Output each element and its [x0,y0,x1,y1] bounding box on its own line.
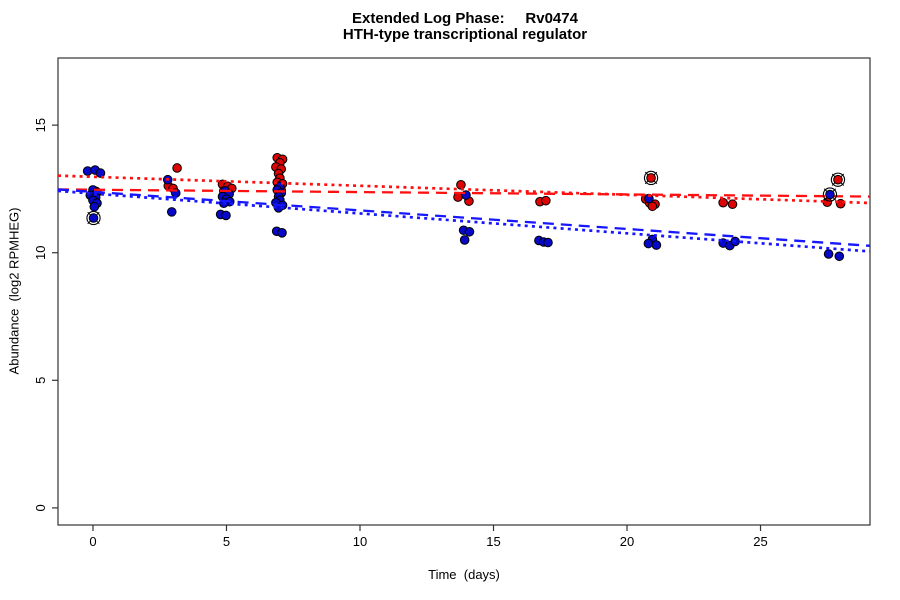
y-tick-label: 5 [33,377,48,384]
chart-title-line1: Extended Log Phase: Rv0474 [352,10,578,27]
chart-title: Extended Log Phase: Rv0474 HTH-type tran… [30,11,900,43]
x-tick-label: 10 [353,534,367,549]
blue-condition-point [89,201,100,212]
x-tick-label: 25 [753,534,767,549]
red-condition-point [541,195,551,206]
y-tick-label: 15 [33,118,48,132]
blue-condition-point [543,237,553,248]
x-axis-label: Time (days) [428,567,500,582]
blue-condition-trend-dashed [57,188,871,247]
x-tick-label: 0 [89,534,96,549]
red-condition-trend-dotted [57,174,871,205]
blue-condition-outlier-ring [822,187,838,202]
red-condition-outlier-ring [830,172,846,187]
blue-condition-outlier-point [825,189,835,200]
blue-condition-point [95,168,106,178]
red-condition-point [647,201,658,212]
blue-condition-point [651,240,662,250]
blue-condition-point [834,251,845,262]
blue-condition-point [221,210,231,221]
blue-condition-point [277,228,287,238]
x-tick-label: 5 [223,534,230,549]
y-tick-label: 0 [33,504,48,511]
blue-condition-point [823,249,834,259]
blue-condition-point [464,226,475,237]
blue-condition-point [166,207,177,217]
red-condition-outlier-ring [643,170,659,186]
chart-title-line2: HTH-type transcriptional regulator [342,26,588,43]
y-axis-label: Abundance (log2 RPMHEG) [6,207,22,375]
x-tick-label: 20 [620,534,634,549]
plot-box [57,57,871,526]
red-condition-trend-dashed [57,188,871,198]
red-condition-point [456,180,466,190]
blue-condition-point [643,238,654,249]
red-condition-point [718,197,728,208]
blue-condition-point [459,235,470,245]
red-condition-point [727,199,738,210]
blue-condition-trend-dotted [57,189,871,253]
red-condition-outlier-point [646,173,656,183]
red-condition-outlier-point [833,174,843,185]
y-tick-label: 10 [33,245,48,259]
x-tick-label: 15 [486,534,500,549]
blue-condition-outlier-ring [86,210,101,226]
blue-condition-outlier-point [88,213,99,223]
red-condition-point [172,163,182,173]
